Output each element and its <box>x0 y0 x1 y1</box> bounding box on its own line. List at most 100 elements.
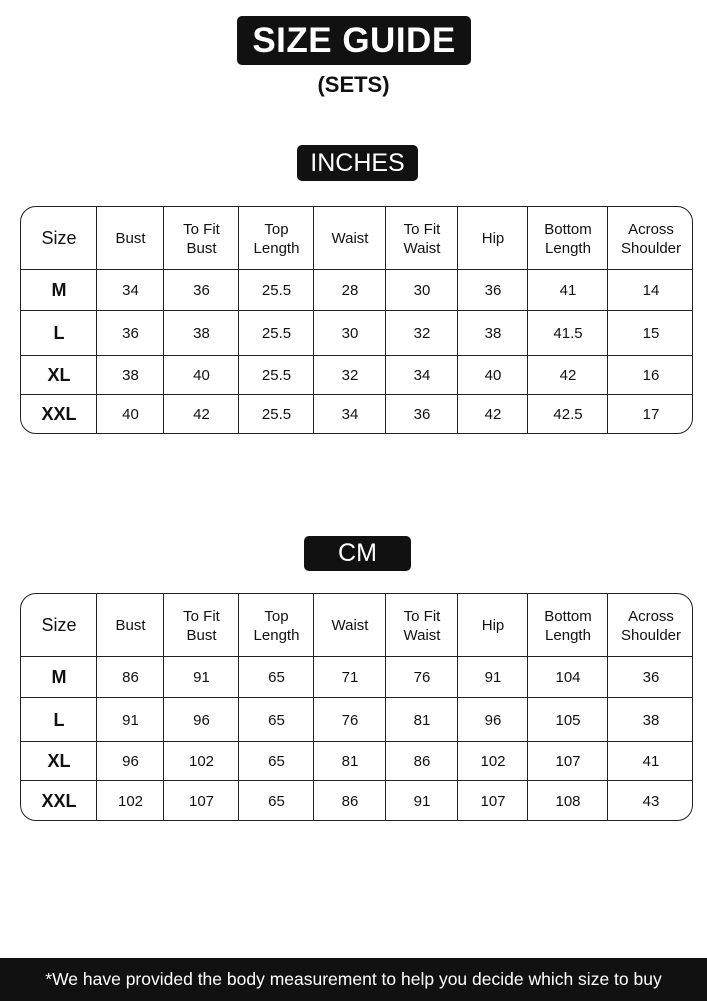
table-cell: 28 <box>341 282 359 299</box>
table-cell: 41.5 <box>553 325 583 342</box>
table-cell: 25.5 <box>261 282 292 299</box>
column-divider <box>238 594 240 820</box>
table-cell: 76 <box>341 711 359 729</box>
table-cell: 30 <box>413 282 431 299</box>
size-label: M <box>51 280 67 300</box>
table-cell: 38 <box>193 325 210 342</box>
size-label: XXL <box>41 404 77 424</box>
table-cell: 36 <box>484 282 502 299</box>
column-divider <box>163 207 165 433</box>
table-cell: 108 <box>555 792 581 810</box>
table-cell: 36 <box>642 669 660 686</box>
column-header: Top Length <box>253 607 300 644</box>
table-cell: 36 <box>413 406 431 423</box>
table-cell: 65 <box>268 669 285 686</box>
table-cell: 38 <box>122 367 139 384</box>
table-cell: 104 <box>555 669 581 686</box>
size-label: XXL <box>41 790 77 811</box>
table-cell: 91 <box>413 792 431 810</box>
row-divider <box>21 656 692 658</box>
table-cell: 40 <box>193 367 210 384</box>
table-cell: 102 <box>188 753 215 770</box>
table-cell: 42 <box>193 406 210 423</box>
column-divider <box>607 594 609 820</box>
table-cell: 25.5 <box>261 367 292 384</box>
column-header: To Fit Waist <box>403 607 441 644</box>
column-divider <box>313 594 315 820</box>
table-cell: 96 <box>122 753 139 770</box>
table-cell: 30 <box>341 325 359 342</box>
table-cell: 16 <box>642 367 660 384</box>
table-cell: 91 <box>484 669 502 686</box>
column-header: Size <box>41 615 77 635</box>
column-divider <box>457 207 459 433</box>
table-cell: 15 <box>642 325 660 342</box>
table-cell: 86 <box>413 753 431 770</box>
table-cell: 107 <box>188 792 215 810</box>
row-divider <box>21 741 692 743</box>
column-header: Waist <box>331 617 369 634</box>
table-cell: 40 <box>484 367 502 384</box>
table-cell: 91 <box>122 711 139 729</box>
column-header: Bottom Length <box>544 220 592 257</box>
column-header: Hip <box>481 230 505 247</box>
table-cell: 17 <box>642 406 660 423</box>
cm-label: CM <box>304 536 411 571</box>
page-title: SIZE GUIDE <box>237 16 471 65</box>
table-cell: 32 <box>341 367 359 384</box>
table-cell: 65 <box>268 792 285 810</box>
column-divider <box>457 594 459 820</box>
row-divider <box>21 355 692 357</box>
table-cell: 36 <box>193 282 210 299</box>
column-header: To Fit Bust <box>183 607 220 644</box>
column-divider <box>313 207 315 433</box>
page-subtitle: (SETS) <box>317 72 390 97</box>
table-cell: 34 <box>413 367 431 384</box>
table-cell: 65 <box>268 711 285 729</box>
row-divider <box>21 269 692 271</box>
table-cell: 76 <box>413 669 431 686</box>
column-header: To Fit Bust <box>183 220 220 257</box>
column-divider <box>238 207 240 433</box>
table-cell: 34 <box>122 282 139 299</box>
table-cell: 38 <box>642 711 660 729</box>
column-divider <box>96 207 98 433</box>
column-header: Bottom Length <box>544 607 592 644</box>
row-divider <box>21 697 692 699</box>
table-cell: 105 <box>555 711 581 729</box>
table-cell: 34 <box>341 406 359 423</box>
column-header: Top Length <box>253 220 300 257</box>
table-cell: 14 <box>642 282 660 299</box>
table-cell: 102 <box>480 753 506 770</box>
table-cell: 81 <box>341 753 359 770</box>
table-cell: 41 <box>559 282 577 299</box>
column-header: Bust <box>115 617 146 634</box>
row-divider <box>21 394 692 396</box>
table-cell: 42 <box>484 406 502 423</box>
column-divider <box>385 207 387 433</box>
table-cell: 86 <box>122 669 139 686</box>
table-cell: 42.5 <box>553 406 583 423</box>
footer-note: *We have provided the body measurement t… <box>0 958 707 1001</box>
size-label: XL <box>47 751 71 771</box>
column-header: To Fit Waist <box>403 220 441 257</box>
table-cell: 107 <box>480 792 506 810</box>
table-cell: 102 <box>117 792 144 810</box>
table-cell: 40 <box>122 406 139 423</box>
column-header: Size <box>41 228 77 248</box>
column-divider <box>385 594 387 820</box>
table-cell: 43 <box>642 792 660 810</box>
table-cell: 25.5 <box>261 325 292 342</box>
inches-label: INCHES <box>297 145 418 181</box>
table-cell: 96 <box>193 711 210 729</box>
column-divider <box>96 594 98 820</box>
column-divider <box>607 207 609 433</box>
table-cell: 71 <box>341 669 359 686</box>
column-header: Across Shoulder <box>620 607 682 644</box>
table-cell: 38 <box>484 325 502 342</box>
column-divider <box>527 207 529 433</box>
table-cell: 96 <box>484 711 502 729</box>
column-header: Hip <box>481 617 505 634</box>
table-cell: 25.5 <box>261 406 292 423</box>
table-cell: 81 <box>413 711 431 729</box>
